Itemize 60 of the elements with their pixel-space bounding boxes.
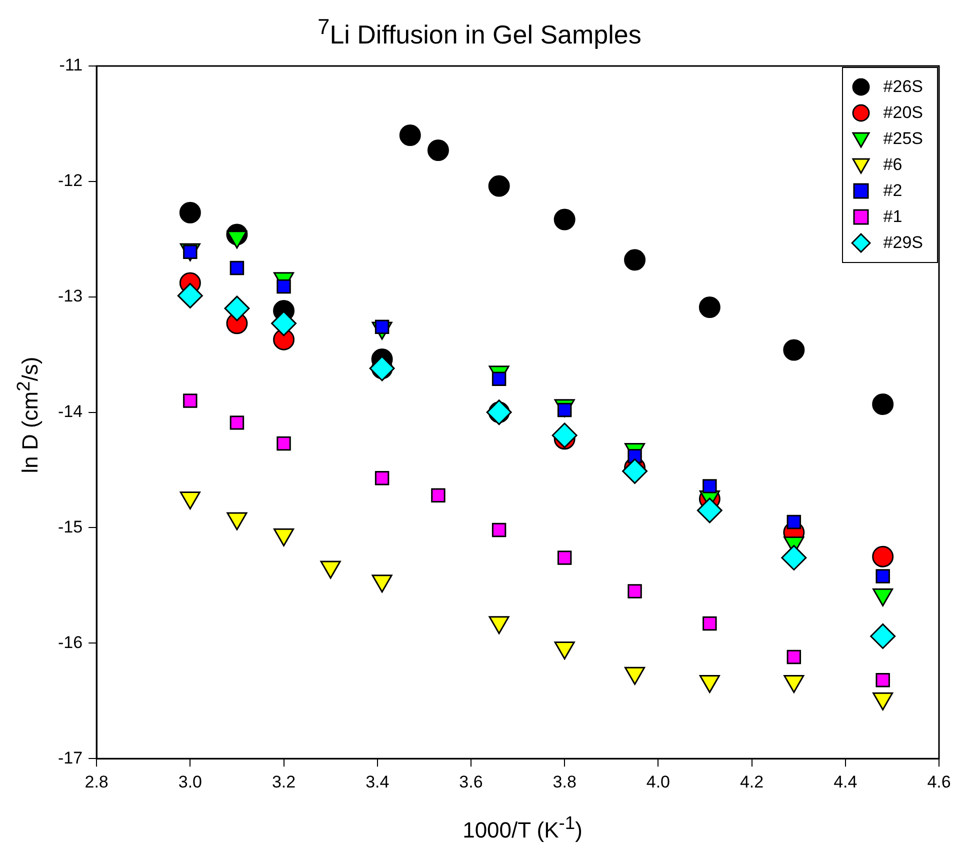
point (271, 310, 297, 336)
legend-label: #26S (883, 77, 923, 97)
point (230, 260, 244, 276)
chart-title: $^{7}$Li Diffusion in Gel Samples (316, 14, 642, 51)
y-tick-label: -16 (58, 632, 83, 652)
legend-label: #2 (883, 181, 902, 201)
point (557, 550, 572, 565)
point (399, 124, 421, 146)
point (876, 569, 890, 584)
point (552, 422, 578, 448)
point (224, 296, 250, 322)
point (230, 416, 244, 430)
point (492, 522, 506, 538)
legend-label: #20S (883, 103, 923, 123)
point (427, 140, 449, 162)
point (624, 249, 646, 271)
point (628, 584, 642, 598)
point (488, 175, 510, 197)
point (876, 672, 890, 688)
point (698, 296, 720, 318)
point (276, 279, 291, 294)
x-tick-label: 3.6 (459, 772, 483, 792)
x-tick-label: 3.4 (366, 772, 390, 792)
point (870, 623, 896, 649)
point (492, 372, 506, 386)
legend-label: #29S (883, 233, 923, 253)
y-tick-label: -14 (58, 402, 83, 421)
point (276, 436, 291, 451)
point (872, 546, 894, 568)
x-axis-title: 1000/T (K$^{-1}$) (462, 812, 584, 844)
point (431, 488, 446, 503)
y-tick-label: -17 (58, 748, 83, 768)
legend-label: #1 (883, 207, 902, 227)
point (179, 202, 201, 224)
y-tick-label: -12 (58, 171, 83, 190)
point (786, 650, 802, 664)
y-tick-label: -15 (58, 517, 83, 536)
x-tick-label: 3.2 (272, 772, 296, 792)
point (374, 470, 390, 486)
y-tick-label: -13 (58, 286, 83, 306)
x-tick-label: 3.8 (552, 772, 576, 792)
point (872, 393, 894, 415)
y-tick-label: -11 (59, 56, 83, 75)
x-tick-label: 4.0 (646, 772, 670, 792)
x-tick-label: 4.4 (834, 772, 858, 792)
point (702, 616, 717, 631)
point (702, 479, 717, 494)
x-tick-label: 4.2 (740, 772, 764, 792)
point (177, 282, 203, 308)
point (781, 544, 807, 570)
point (786, 514, 802, 530)
x-tick-label: 3.0 (178, 772, 202, 792)
point (554, 208, 576, 230)
point (183, 394, 198, 408)
point (696, 498, 722, 524)
legend-label: #25S (883, 129, 923, 149)
legend-label: #6 (883, 155, 902, 175)
x-tick-label: 4.6 (927, 772, 951, 792)
point (783, 339, 805, 361)
x-tick-label: 2.8 (84, 772, 108, 792)
